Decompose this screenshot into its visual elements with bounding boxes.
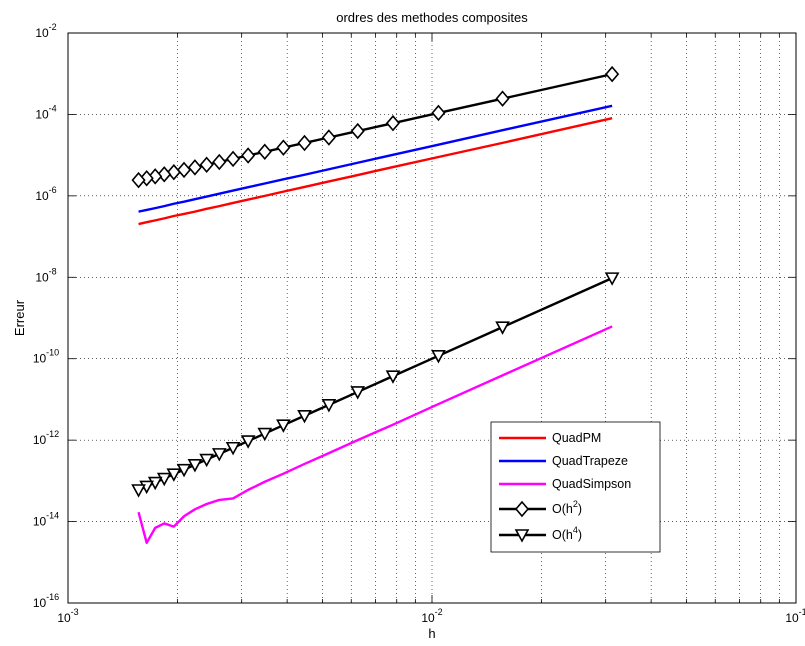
data-point — [297, 409, 312, 424]
data-point — [276, 419, 291, 433]
data-point — [187, 458, 203, 473]
series-quadsimpson — [137, 325, 613, 545]
legend: QuadPM QuadTrapeze QuadSimpson O(h2) O(h4) — [490, 421, 661, 553]
data-point — [257, 143, 272, 161]
grid — [68, 33, 796, 603]
y-tick-label: 10-12 — [33, 429, 59, 447]
legend-entry: QuadTrapeze — [499, 454, 628, 468]
data-point — [199, 453, 214, 468]
data-point — [131, 484, 146, 498]
y-tick-label: 10-8 — [35, 266, 56, 284]
legend-entry: O(h4) — [499, 525, 582, 543]
y-tick-label: 10-16 — [33, 592, 59, 610]
legend-label: QuadTrapeze — [552, 454, 628, 468]
legend-label: QuadPM — [552, 431, 601, 445]
data-point — [157, 166, 172, 183]
data-point — [431, 104, 446, 122]
legend-label: O(h4) — [552, 525, 582, 542]
legend-entry: QuadPM — [499, 431, 601, 445]
y-tick-label: 10-10 — [33, 348, 59, 366]
data-point — [131, 171, 146, 189]
y-tick-label: 10-6 — [35, 185, 56, 203]
legend-entry: O(h2) — [499, 499, 582, 518]
y-axis-label: Erreur — [12, 299, 27, 336]
data-point — [385, 370, 401, 384]
data-point — [257, 427, 273, 442]
series-quadpm — [138, 116, 613, 226]
data-point — [226, 150, 241, 168]
data-point — [321, 399, 337, 413]
x-tick-label: 10-1 — [785, 607, 805, 625]
data-point — [187, 159, 202, 176]
series-quadtrapeze — [138, 104, 613, 213]
series-o-h4- — [131, 272, 620, 498]
legend-label: QuadSimpson — [552, 477, 631, 491]
series-o-h2- — [131, 65, 620, 189]
chart-title: ordres des methodes composites — [336, 10, 528, 25]
y-tick-label: 10-4 — [35, 103, 56, 121]
data-point — [297, 134, 312, 152]
x-tick-label: 10-3 — [57, 607, 78, 625]
series-layer — [131, 65, 620, 545]
data-point — [240, 435, 256, 449]
legend-marker — [514, 500, 530, 518]
y-tick-label: 10-2 — [35, 22, 56, 40]
data-point — [605, 65, 620, 83]
data-point — [199, 156, 214, 174]
data-point — [350, 122, 365, 140]
data-point — [166, 468, 182, 482]
data-point — [241, 147, 256, 164]
legend-entry: QuadSimpson — [499, 477, 631, 491]
data-point — [604, 272, 620, 286]
data-point — [350, 386, 366, 400]
data-point — [166, 163, 181, 181]
data-point — [276, 139, 291, 156]
series-line — [138, 104, 613, 213]
series-line — [138, 116, 613, 226]
data-point — [176, 161, 192, 179]
x-axis-label: h — [428, 626, 435, 641]
data-point — [212, 153, 227, 171]
series-line — [137, 325, 613, 545]
ticks: 10-16 10-14 10-12 10-10 10-8 10-6 10-4 10-2 10-3… — [33, 22, 805, 625]
data-point — [176, 463, 192, 478]
data-point — [385, 114, 401, 132]
data-point — [495, 321, 510, 335]
y-tick-label: 10-14 — [33, 511, 59, 529]
legend-label: O(h2) — [552, 499, 582, 516]
data-point — [495, 90, 510, 107]
data-point — [321, 129, 336, 146]
x-tick-label: 10-2 — [421, 607, 442, 625]
data-point — [225, 441, 241, 456]
data-point — [431, 349, 446, 364]
data-point — [211, 448, 227, 462]
legend-marker — [514, 529, 530, 543]
